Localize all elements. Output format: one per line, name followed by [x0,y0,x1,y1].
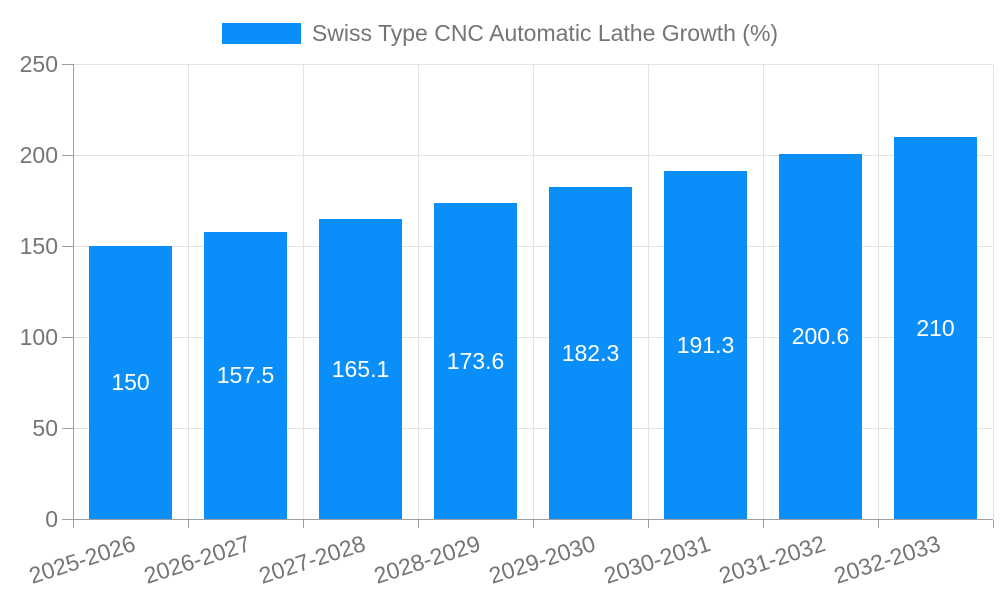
bar: 210 [894,137,977,519]
y-tick-label: 50 [32,415,58,441]
v-gridline [418,64,419,519]
y-tick [62,337,73,338]
bar: 165.1 [319,219,402,519]
bar: 173.6 [434,203,517,519]
v-gridline [188,64,189,519]
v-gridline [303,64,304,519]
bar-value-label: 150 [111,369,150,395]
bar-value-label: 173.6 [446,347,505,374]
x-tick-label: 2031-2032 [715,530,828,589]
bar: 200.6 [779,154,862,519]
x-tick [993,520,994,528]
x-tick-label: 2027-2028 [255,530,368,589]
y-tick-label: 100 [19,324,58,350]
x-tick [418,520,419,528]
v-gridline [993,64,994,519]
x-tick-label: 2032-2033 [830,530,943,589]
x-tick-label: 2028-2029 [370,530,483,589]
y-tick [62,64,73,65]
bar: 157.5 [204,232,287,519]
x-tick-label: 2026-2027 [140,530,253,589]
x-tick [763,520,764,528]
bar-value-label: 191.3 [676,331,735,358]
x-tick [73,520,74,528]
y-tick [62,155,73,156]
x-tick-label: 2030-2031 [600,530,713,589]
x-tick [533,520,534,528]
y-tick-label: 200 [19,142,58,168]
v-gridline [533,64,534,519]
bar-value-label: 182.3 [561,339,620,366]
v-gridline [763,64,764,519]
y-tick [62,519,73,520]
bar: 191.3 [664,171,747,519]
x-tick [188,520,189,528]
x-tick-label: 2029-2030 [485,530,598,589]
y-tick [62,246,73,247]
y-tick-label: 250 [19,51,58,77]
x-tick [303,520,304,528]
legend-label: Swiss Type CNC Automatic Lathe Growth (%… [311,20,779,46]
x-tick [878,520,879,528]
x-tick-label: 2025-2026 [25,530,138,589]
plot-area: 150 157.5 165.1 173.6 182.3 191.3 200.6 210 2025… [25,64,994,589]
x-tick [648,520,649,528]
v-gridline [878,64,879,519]
legend: Swiss Type CNC Automatic Lathe Growth (%… [0,20,1000,46]
y-tick [62,428,73,429]
y-tick-label: 150 [19,233,58,259]
bar: 150 [89,246,172,519]
x-axis-line [73,519,993,520]
legend-swatch [221,22,301,44]
bar: 182.3 [549,187,632,519]
bar-value-label: 165.1 [331,355,390,382]
bar-value-label: 157.5 [216,362,275,388]
bar-value-label: 210 [916,314,955,341]
y-tick-label: 0 [45,506,58,532]
bar-value-label: 200.6 [791,323,850,349]
y-axis-line [73,64,74,519]
v-gridline [648,64,649,519]
